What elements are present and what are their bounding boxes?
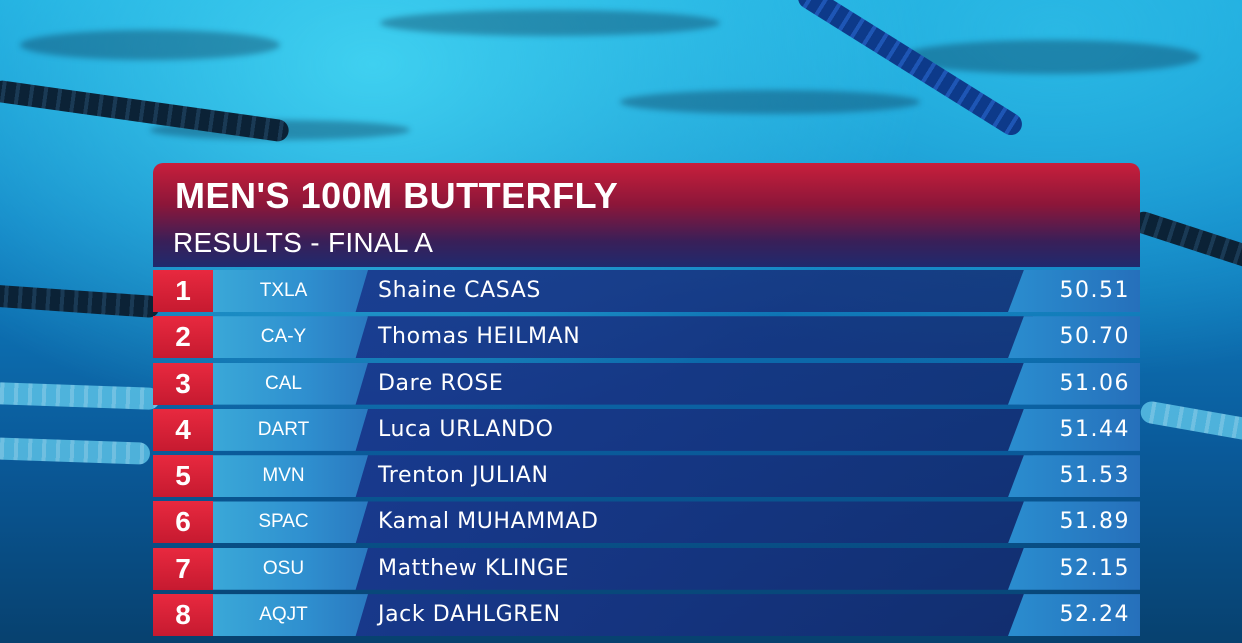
result-time: 51.89 xyxy=(1059,509,1130,535)
team-code: CA-Y xyxy=(213,316,368,359)
result-row: 8 AQJT Jack DAHLGREN 52.24 xyxy=(153,594,1140,637)
swimmer-name: Dare ROSE xyxy=(378,370,504,396)
name-cell-bg xyxy=(353,362,1033,405)
result-time: 51.53 xyxy=(1059,463,1130,489)
team-code: MVN xyxy=(213,455,368,498)
lane-rope xyxy=(1130,208,1242,274)
lane-rope xyxy=(0,283,161,319)
team-code: CAL xyxy=(213,362,368,405)
result-time: 52.15 xyxy=(1059,555,1130,581)
result-time: 50.70 xyxy=(1059,324,1130,350)
results-board: MEN'S 100M BUTTERFLY RESULTS - FINAL A 1… xyxy=(153,163,1140,643)
water-caustic xyxy=(20,30,280,60)
result-time: 51.06 xyxy=(1059,370,1130,396)
swimmer-name: Matthew KLINGE xyxy=(378,555,570,581)
results-list: 1 TXLA Shaine CASAS 50.51 2 CA-Y Thomas … xyxy=(153,270,1140,640)
name-cell-bg xyxy=(353,270,1033,312)
rank-badge: 6 xyxy=(153,501,213,544)
lane-rope xyxy=(0,437,151,465)
result-row: 5 MVN Trenton JULIAN 51.53 xyxy=(153,455,1140,498)
name-cell-bg xyxy=(353,316,1033,359)
rank-badge: 1 xyxy=(153,270,213,312)
time-cell: 51.53 xyxy=(1008,455,1140,498)
result-row: 4 DART Luca URLANDO 51.44 xyxy=(153,408,1140,451)
swimmer-name: Trenton JULIAN xyxy=(378,463,549,489)
swimmer-name: Kamal MUHAMMAD xyxy=(378,509,599,535)
rank-badge: 8 xyxy=(153,594,213,637)
result-time: 52.24 xyxy=(1059,602,1130,628)
name-cell-bg xyxy=(353,408,1033,451)
team-code: AQJT xyxy=(213,594,368,637)
rank-badge: 5 xyxy=(153,455,213,498)
result-row: 2 CA-Y Thomas HEILMAN 50.70 xyxy=(153,316,1140,359)
team-code: SPAC xyxy=(213,501,368,544)
time-cell: 50.70 xyxy=(1008,316,1140,359)
water-caustic xyxy=(900,40,1200,74)
time-cell: 50.51 xyxy=(1008,270,1140,312)
lane-rope xyxy=(0,382,161,410)
lane-rope xyxy=(0,79,291,143)
water-caustic xyxy=(380,10,720,36)
swimmer-name: Luca URLANDO xyxy=(378,416,554,442)
rank-badge: 3 xyxy=(153,362,213,405)
rank-badge: 7 xyxy=(153,547,213,590)
name-cell-bg xyxy=(353,594,1033,637)
result-time: 51.44 xyxy=(1059,416,1130,442)
team-code: DART xyxy=(213,408,368,451)
result-time: 50.51 xyxy=(1059,278,1130,303)
result-row: 6 SPAC Kamal MUHAMMAD 51.89 xyxy=(153,501,1140,544)
rank-badge: 4 xyxy=(153,408,213,451)
swimmer-name: Thomas HEILMAN xyxy=(378,324,581,350)
rank-badge: 2 xyxy=(153,316,213,359)
time-cell: 52.24 xyxy=(1008,594,1140,637)
swimmer-name: Shaine CASAS xyxy=(378,278,541,303)
team-code: TXLA xyxy=(213,270,368,312)
time-cell: 52.15 xyxy=(1008,547,1140,590)
time-cell: 51.89 xyxy=(1008,501,1140,544)
lane-rope xyxy=(1139,399,1242,443)
result-row: 7 OSU Matthew KLINGE 52.15 xyxy=(153,547,1140,590)
name-cell-bg xyxy=(353,455,1033,498)
event-title: MEN'S 100M BUTTERFLY xyxy=(175,175,619,216)
results-subtitle: RESULTS - FINAL A xyxy=(173,227,434,258)
name-cell-bg xyxy=(353,547,1033,590)
time-cell: 51.44 xyxy=(1008,408,1140,451)
results-header: MEN'S 100M BUTTERFLY RESULTS - FINAL A xyxy=(153,163,1140,267)
result-row: 3 CAL Dare ROSE 51.06 xyxy=(153,362,1140,405)
result-row: 1 TXLA Shaine CASAS 50.51 xyxy=(153,270,1140,312)
swimmer-name: Jack DAHLGREN xyxy=(378,602,561,628)
time-cell: 51.06 xyxy=(1008,362,1140,405)
name-cell-bg xyxy=(353,501,1033,544)
water-caustic xyxy=(620,90,920,114)
team-code: OSU xyxy=(213,547,368,590)
